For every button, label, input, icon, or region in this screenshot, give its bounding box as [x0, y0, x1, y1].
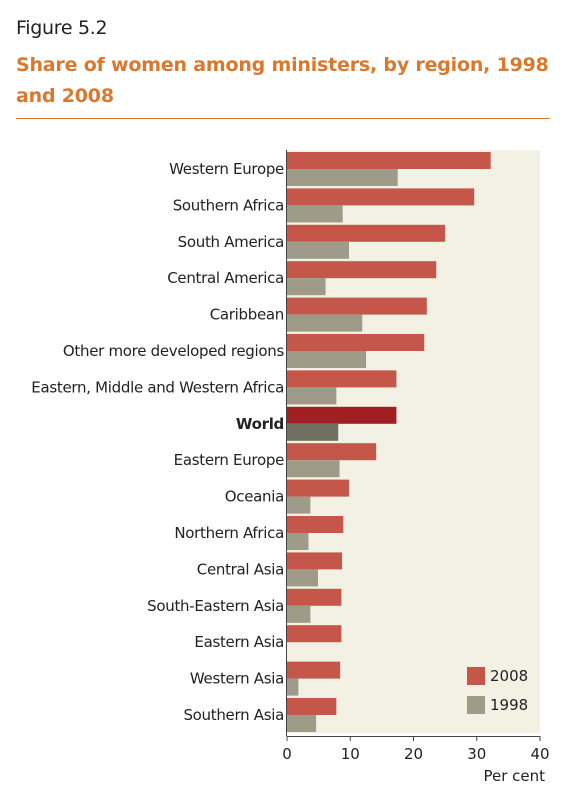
bar-2008-eastern-middle-and-western-africa [287, 370, 397, 388]
category-label: Western Europe [169, 160, 284, 178]
x-tick-label: 40 [530, 745, 549, 763]
bar-1998-eastern-middle-and-western-africa [287, 387, 337, 405]
bar-1998-south-america [287, 241, 349, 259]
category-label: Oceania [225, 488, 284, 506]
category-label: Eastern Europe [174, 451, 284, 469]
legend: 2008 1998 [467, 667, 528, 714]
category-label: South-Eastern Asia [147, 597, 284, 615]
category-labels: Western Europe Southern Africa South Ameri… [31, 160, 285, 724]
legend-label-2008: 2008 [490, 667, 528, 685]
bar-2008-central-asia [287, 552, 343, 570]
bar-1998-other-more-developed-regions [287, 351, 367, 368]
bar-2008-western-europe [287, 152, 491, 169]
category-label: Eastern Asia [194, 633, 284, 651]
bar-2008-northern-africa [287, 516, 344, 533]
x-axis-title: Per cent [483, 767, 545, 785]
bar-1998-central-america [287, 278, 326, 296]
bar-2008-oceania [287, 479, 349, 497]
x-axis: 0 10 20 30 40 [282, 736, 550, 763]
category-label: Southern Asia [183, 706, 284, 724]
category-label: Western Asia [190, 670, 284, 688]
bar-2008-caribbean [287, 297, 427, 315]
bar-1998-western-asia [287, 678, 299, 696]
category-label: Central America [167, 269, 284, 287]
bar-1998-western-europe [287, 169, 398, 186]
category-label: Northern Africa [174, 524, 284, 542]
bar-2008-south-eastern-asia [287, 588, 342, 606]
bar-1998-southern-africa [287, 205, 343, 223]
bar-2008-eastern-asia [287, 625, 342, 643]
category-label: Eastern, Middle and Western Africa [31, 378, 284, 396]
bar-2008-eastern-europe [287, 443, 377, 461]
bar-1998-caribbean [287, 314, 363, 332]
x-tick-label: 30 [467, 745, 486, 763]
legend-swatch-1998 [467, 696, 485, 714]
bar-1998-southern-asia [287, 715, 317, 732]
title-rule [16, 118, 550, 119]
figure-title: Share of women among ministers, by regio… [16, 54, 549, 107]
category-label: Caribbean [210, 306, 284, 324]
x-tick-label: 0 [282, 745, 292, 763]
bar-2008-other-more-developed-regions [287, 334, 425, 351]
bar-2008-western-asia [287, 661, 341, 679]
bar-2008-southern-africa [287, 188, 475, 206]
bar-2008-world [287, 406, 397, 424]
bar-1998-south-eastern-asia [287, 605, 311, 623]
figure-label: Figure 5.2 [16, 17, 108, 39]
category-label: World [236, 415, 284, 433]
bars [287, 152, 491, 732]
bar-1998-eastern-europe [287, 460, 340, 478]
bar-2008-south-america [287, 224, 446, 242]
bar-1998-world [287, 423, 339, 441]
bar-2008-southern-asia [287, 698, 337, 715]
legend-label-1998: 1998 [490, 696, 528, 714]
legend-swatch-2008 [467, 667, 485, 685]
x-tick-label: 10 [341, 745, 360, 763]
x-tick-label: 20 [404, 745, 423, 763]
category-label: Other more developed regions [63, 342, 285, 360]
category-label: Southern Africa [173, 196, 284, 214]
bar-1998-oceania [287, 496, 311, 514]
bar-1998-central-asia [287, 569, 318, 587]
category-label: South America [178, 233, 284, 251]
bar-1998-northern-africa [287, 533, 309, 550]
bar-2008-central-america [287, 261, 437, 279]
category-label: Central Asia [197, 560, 284, 578]
